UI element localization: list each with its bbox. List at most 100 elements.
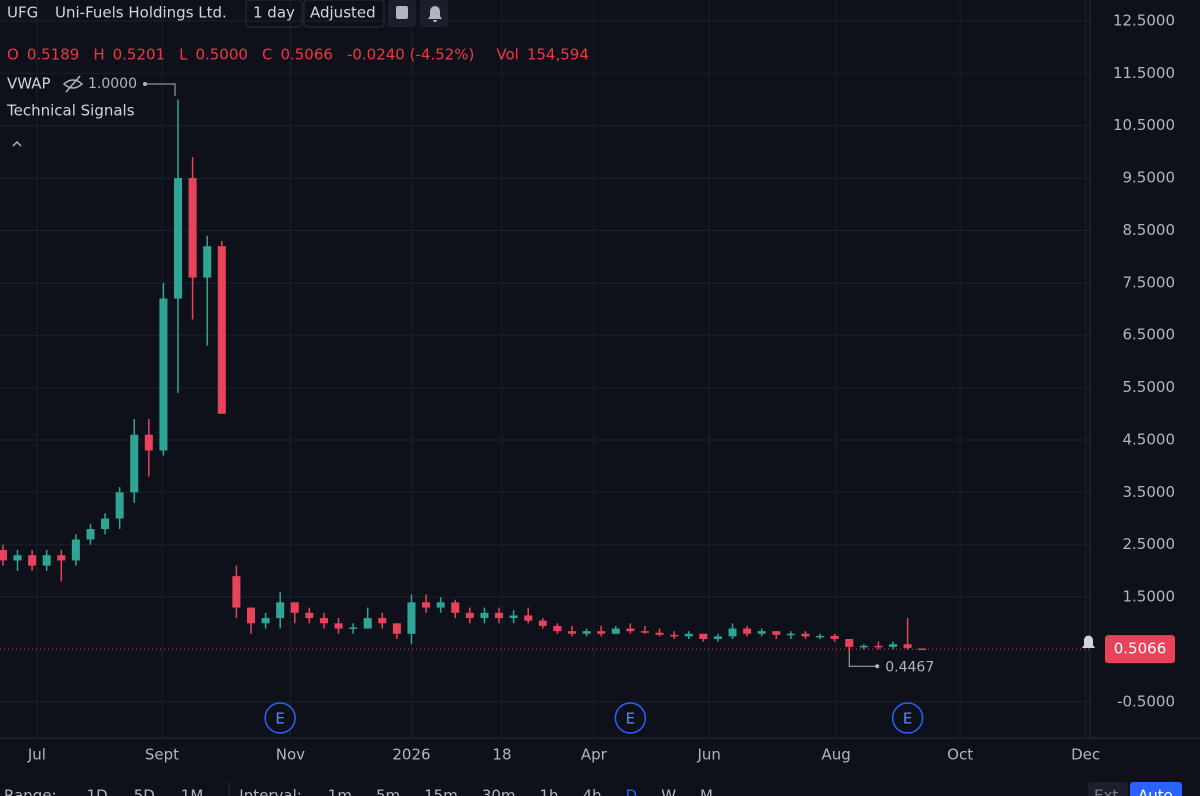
candle-body [392,623,401,634]
visibility-icon[interactable] [62,75,84,93]
candle-body [232,576,241,608]
candle-body [407,602,416,634]
interval[interactable]: 1 day [253,4,295,22]
event-label: E [903,710,912,728]
candle-body [363,618,372,629]
candle-body [670,634,679,637]
candle-body [495,612,504,619]
candle-body [538,620,547,626]
candle-body [859,645,868,648]
ohlc-text: -0.0240 (-4.52%) [347,46,474,64]
low-leader [848,652,878,667]
candle-body [305,612,314,619]
toolbar-item[interactable]: 4h [583,787,602,796]
toolbar-item[interactable]: W [661,787,676,796]
candle-body [743,628,752,634]
candle-body [71,539,80,561]
indicator-leader [143,83,176,96]
candle-body [626,628,635,632]
candle-body [757,631,766,634]
toolbar-item[interactable]: Auto [1138,787,1173,796]
y-tick-label: 6.5000 [1123,326,1176,344]
toolbar-item[interactable]: 5D [134,787,155,796]
toolbar-item[interactable]: 15m [424,787,458,796]
toolbar-item[interactable]: 5m [376,787,400,796]
candle-body [203,246,212,278]
indicator-dot [143,82,147,86]
candle-body [524,615,533,621]
ohlc-text: Vol [496,46,518,64]
candle-body [188,178,197,278]
x-tick-label: Nov [276,746,305,764]
event-marker[interactable] [891,702,924,734]
x-tick-label: 2026 [392,746,430,764]
ohlc-text: 154,594 [527,46,589,64]
ohlc-text: C [262,46,272,64]
candle-body [13,555,22,561]
ohlc-text: 0.5189 [27,46,80,64]
alert-icon [428,6,442,22]
y-tick-label: 12.5000 [1113,11,1175,29]
toolbar-item[interactable]: M [700,787,713,796]
candle-body [130,434,139,493]
last-price-label: 0.5066 [1114,640,1167,658]
ohlc-text: L [179,46,188,64]
ohlc-text: 0.5000 [195,46,248,64]
candle-body [567,631,577,634]
candle-body [436,602,445,608]
candle-body [0,549,7,561]
candle-body [713,636,722,640]
interval-button[interactable] [245,0,303,28]
adjustment[interactable]: Adjusted [310,4,376,22]
toolbar-item[interactable]: 1m [328,787,352,796]
x-tick-label: 18 [492,746,511,764]
candle-body [845,639,854,647]
toolbar-button [1088,782,1128,796]
candle-body [888,644,898,647]
candle-body [480,612,489,619]
candle-body [509,615,518,619]
last-price-tag [1105,635,1175,664]
toolbar-item[interactable]: 30m [482,787,516,796]
toolbar-item[interactable]: Ext [1094,787,1118,796]
candle-body [159,298,168,451]
ohlc-text: H [93,46,104,64]
candle-body [57,555,66,561]
toolbar-item[interactable]: D [626,787,638,796]
toolbar-item[interactable]: Interval: [239,787,302,796]
toolbar-item[interactable]: 1D [87,787,108,796]
candle-body [42,555,51,566]
collapse-icon[interactable] [12,140,22,147]
indicator-name: VWAP [7,75,51,93]
y-tick-label: 2.5000 [1123,535,1176,553]
toolbar-item[interactable]: Range: [4,787,57,796]
adjust-button[interactable] [303,0,385,28]
candle-body [699,633,708,640]
x-tick-label: Aug [821,746,850,764]
x-tick-label: Apr [581,746,608,764]
candle-body [640,631,649,633]
candle-body [728,628,737,637]
y-tick-label: 4.5000 [1123,430,1176,448]
y-tick-label: 11.5000 [1113,64,1175,82]
candle-body [261,618,270,624]
y-tick-label: 3.5000 [1123,483,1176,501]
candle-body [786,633,795,636]
y-tick-label: 7.5000 [1123,273,1176,291]
toolbar-button [1130,782,1182,796]
x-tick-label: Dec [1071,746,1100,764]
low-label: 0.4467 [885,659,934,675]
toolbar-item[interactable]: 1h [540,787,559,796]
candle-body [611,628,620,634]
toolbar-item[interactable]: 1M [181,787,204,796]
candle-body [597,631,606,634]
event-marker[interactable] [614,702,647,734]
candle-body [378,618,387,624]
candle-body [28,555,37,566]
alert-marker[interactable] [1082,635,1095,649]
event-marker[interactable] [264,702,296,734]
company-name: Uni-Fuels Holdings Ltd. [55,4,227,22]
candle-body [772,631,781,635]
